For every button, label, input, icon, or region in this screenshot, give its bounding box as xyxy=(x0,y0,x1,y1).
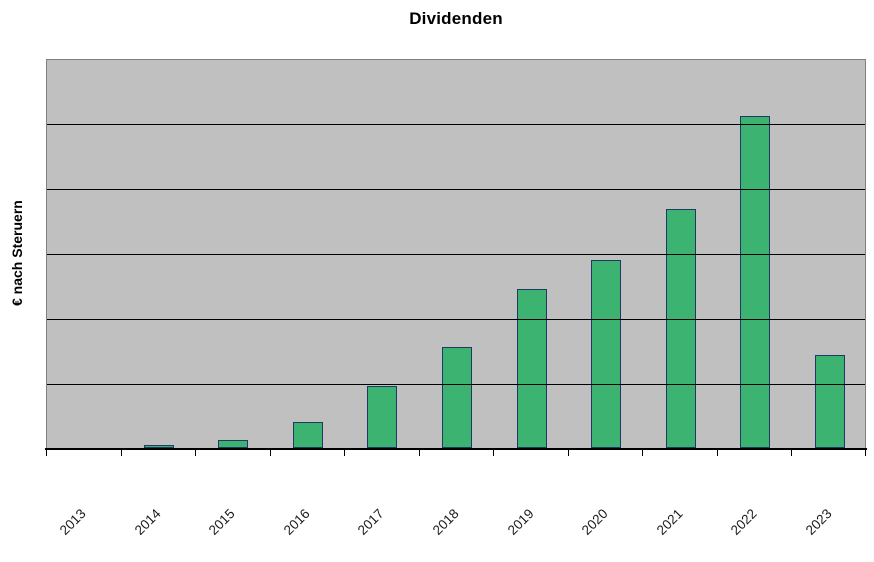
plot-area xyxy=(46,59,866,448)
bars-container xyxy=(47,60,865,448)
x-axis-label-2022: 2022 xyxy=(727,506,760,538)
x-axis-label-2016: 2016 xyxy=(280,506,313,538)
y-axis-label: € nach Steruern xyxy=(9,200,25,307)
x-axis-label-2018: 2018 xyxy=(429,506,462,538)
bar-2021 xyxy=(666,209,696,448)
x-axis-tick xyxy=(195,450,196,456)
x-axis-tick xyxy=(493,450,494,456)
bar-2019 xyxy=(517,289,547,448)
x-axis-tick xyxy=(46,450,47,456)
x-axis-label-2019: 2019 xyxy=(504,506,537,538)
x-axis-tick xyxy=(791,450,792,456)
x-axis-label-2015: 2015 xyxy=(205,506,238,538)
x-axis-tick xyxy=(419,450,420,456)
x-axis-tick xyxy=(121,450,122,456)
bar-2023 xyxy=(815,355,845,448)
bar-2016 xyxy=(293,422,323,448)
bar-2017 xyxy=(367,386,397,448)
x-axis-label-2013: 2013 xyxy=(56,506,89,538)
x-axis-label-2017: 2017 xyxy=(354,506,387,538)
x-axis-tick xyxy=(717,450,718,456)
x-axis-line xyxy=(45,448,867,450)
bar-2015 xyxy=(218,440,248,448)
x-axis-tick xyxy=(270,450,271,456)
x-axis-label-2021: 2021 xyxy=(653,506,686,538)
bar-2018 xyxy=(442,347,472,448)
x-axis-tick xyxy=(344,450,345,456)
x-axis-tick xyxy=(865,450,866,456)
chart-title: Dividenden xyxy=(409,9,503,28)
x-axis-ticks xyxy=(46,450,866,456)
x-axis-tick xyxy=(642,450,643,456)
x-axis-label-2014: 2014 xyxy=(131,506,164,538)
x-axis-tick xyxy=(568,450,569,456)
bar-2014 xyxy=(144,445,174,448)
x-axis-label-2023: 2023 xyxy=(802,506,835,538)
bar-2022 xyxy=(740,116,770,448)
bar-2020 xyxy=(591,260,621,448)
x-axis-label-2020: 2020 xyxy=(578,506,611,538)
